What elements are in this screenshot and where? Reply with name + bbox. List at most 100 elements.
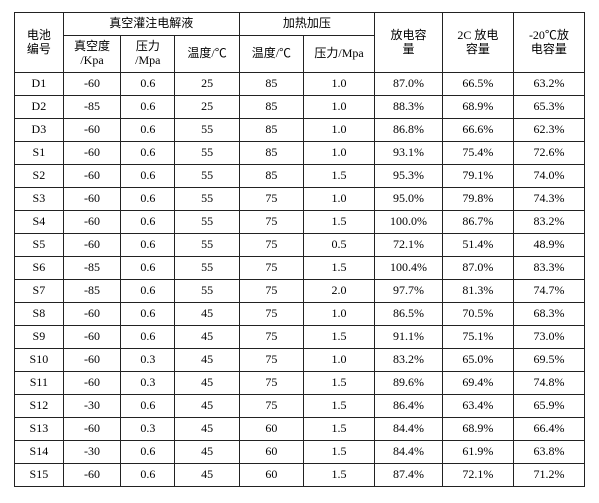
table-cell: S1 bbox=[15, 142, 64, 165]
table-cell: 70.5% bbox=[442, 303, 513, 326]
table-row: S14-300.645601.584.4%61.9%63.8% bbox=[15, 441, 585, 464]
table-cell: 1.5 bbox=[304, 257, 375, 280]
table-cell: 0.6 bbox=[121, 280, 175, 303]
table-cell: S5 bbox=[15, 234, 64, 257]
table-cell: 55 bbox=[175, 142, 239, 165]
table-cell: 72.1% bbox=[375, 234, 443, 257]
table-cell: 0.6 bbox=[121, 395, 175, 418]
table-cell: 75.1% bbox=[442, 326, 513, 349]
table-cell: -60 bbox=[63, 326, 121, 349]
table-cell: D3 bbox=[15, 119, 64, 142]
table-cell: 75 bbox=[239, 372, 303, 395]
header-pressure-mpa2: 压力/Mpa bbox=[304, 36, 375, 73]
table-cell: 1.5 bbox=[304, 418, 375, 441]
table-cell: 0.6 bbox=[121, 96, 175, 119]
table-cell: S11 bbox=[15, 372, 64, 395]
table-cell: S10 bbox=[15, 349, 64, 372]
table-cell: 1.0 bbox=[304, 96, 375, 119]
table-cell: 45 bbox=[175, 372, 239, 395]
table-cell: -60 bbox=[63, 142, 121, 165]
table-cell: 65.3% bbox=[513, 96, 584, 119]
table-cell: 75 bbox=[239, 395, 303, 418]
table-cell: -60 bbox=[63, 73, 121, 96]
table-cell: 83.2% bbox=[513, 211, 584, 234]
table-cell: 97.7% bbox=[375, 280, 443, 303]
table-cell: 66.5% bbox=[442, 73, 513, 96]
table-cell: -60 bbox=[63, 234, 121, 257]
table-cell: 100.4% bbox=[375, 257, 443, 280]
table-cell: -85 bbox=[63, 280, 121, 303]
table-row: S12-300.645751.586.4%63.4%65.9% bbox=[15, 395, 585, 418]
table-cell: -60 bbox=[63, 418, 121, 441]
table-cell: 84.4% bbox=[375, 418, 443, 441]
table-cell: 55 bbox=[175, 257, 239, 280]
table-row: S2-600.655851.595.3%79.1%74.0% bbox=[15, 165, 585, 188]
table-cell: 0.6 bbox=[121, 73, 175, 96]
table-cell: S9 bbox=[15, 326, 64, 349]
table-cell: -60 bbox=[63, 188, 121, 211]
table-cell: -85 bbox=[63, 257, 121, 280]
table-row: S6-850.655751.5100.4%87.0%83.3% bbox=[15, 257, 585, 280]
table-cell: 61.9% bbox=[442, 441, 513, 464]
table-cell: 1.5 bbox=[304, 464, 375, 487]
table-cell: 71.2% bbox=[513, 464, 584, 487]
table-row: S9-600.645751.591.1%75.1%73.0% bbox=[15, 326, 585, 349]
table-cell: 63.4% bbox=[442, 395, 513, 418]
table-cell: D2 bbox=[15, 96, 64, 119]
table-cell: 75 bbox=[239, 211, 303, 234]
table-cell: 45 bbox=[175, 441, 239, 464]
table-cell: 86.7% bbox=[442, 211, 513, 234]
table-cell: 62.3% bbox=[513, 119, 584, 142]
table-row: S10-600.345751.083.2%65.0%69.5% bbox=[15, 349, 585, 372]
table-cell: 88.3% bbox=[375, 96, 443, 119]
table-cell: 1.5 bbox=[304, 211, 375, 234]
table-cell: 2.0 bbox=[304, 280, 375, 303]
header-temp2: 温度/℃ bbox=[239, 36, 303, 73]
table-cell: 66.6% bbox=[442, 119, 513, 142]
table-cell: 66.4% bbox=[513, 418, 584, 441]
table-cell: 63.2% bbox=[513, 73, 584, 96]
table-cell: S14 bbox=[15, 441, 64, 464]
table-cell: 72.1% bbox=[442, 464, 513, 487]
table-cell: 55 bbox=[175, 119, 239, 142]
header-temp1: 温度/℃ bbox=[175, 36, 239, 73]
table-cell: 0.6 bbox=[121, 303, 175, 326]
table-cell: 75 bbox=[239, 234, 303, 257]
table-cell: 55 bbox=[175, 165, 239, 188]
table-cell: 45 bbox=[175, 303, 239, 326]
table-row: S11-600.345751.589.6%69.4%74.8% bbox=[15, 372, 585, 395]
table-cell: -60 bbox=[63, 349, 121, 372]
table-cell: 87.0% bbox=[375, 73, 443, 96]
table-cell: -60 bbox=[63, 119, 121, 142]
table-cell: 75 bbox=[239, 257, 303, 280]
table-cell: 0.6 bbox=[121, 234, 175, 257]
table-cell: 1.0 bbox=[304, 188, 375, 211]
table-cell: 75 bbox=[239, 280, 303, 303]
table-cell: 68.9% bbox=[442, 418, 513, 441]
table-cell: -60 bbox=[63, 303, 121, 326]
table-cell: 1.0 bbox=[304, 119, 375, 142]
table-cell: 1.0 bbox=[304, 142, 375, 165]
table-cell: 79.8% bbox=[442, 188, 513, 211]
table-cell: -60 bbox=[63, 211, 121, 234]
table-cell: D1 bbox=[15, 73, 64, 96]
table-cell: 69.4% bbox=[442, 372, 513, 395]
table-cell: 68.3% bbox=[513, 303, 584, 326]
header-vacuum: 真空度/Kpa bbox=[63, 36, 121, 73]
table-cell: -30 bbox=[63, 441, 121, 464]
table-cell: 1.5 bbox=[304, 326, 375, 349]
table-cell: 100.0% bbox=[375, 211, 443, 234]
table-cell: 1.0 bbox=[304, 349, 375, 372]
table-row: S1-600.655851.093.1%75.4%72.6% bbox=[15, 142, 585, 165]
table-cell: 89.6% bbox=[375, 372, 443, 395]
table-cell: 60 bbox=[239, 441, 303, 464]
table-cell: 65.0% bbox=[442, 349, 513, 372]
table-cell: 55 bbox=[175, 211, 239, 234]
table-cell: S8 bbox=[15, 303, 64, 326]
table-row: D3-600.655851.086.8%66.6%62.3% bbox=[15, 119, 585, 142]
table-cell: 55 bbox=[175, 234, 239, 257]
table-cell: 75 bbox=[239, 326, 303, 349]
table-cell: 74.0% bbox=[513, 165, 584, 188]
table-cell: 79.1% bbox=[442, 165, 513, 188]
table-cell: S6 bbox=[15, 257, 64, 280]
